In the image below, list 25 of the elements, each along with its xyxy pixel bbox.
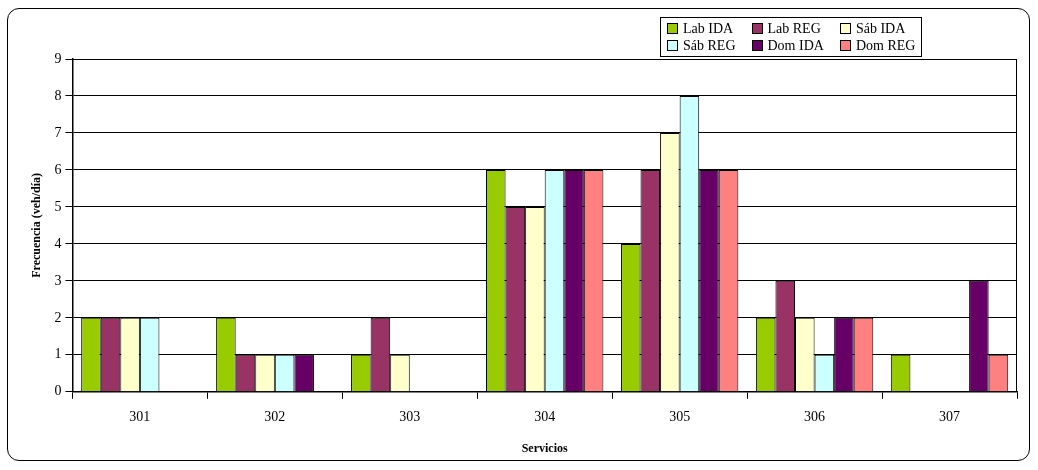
legend-label: Dom REG <box>855 37 916 54</box>
legend-label: Dom IDA <box>767 37 824 54</box>
y-tick-label: 8 <box>54 87 62 103</box>
legend-label: Sáb REG <box>683 37 736 54</box>
y-tick-label: 2 <box>54 309 62 325</box>
y-tick-label: 6 <box>54 161 62 177</box>
x-axis-title: Servicios <box>521 440 569 455</box>
y-tick-label: 0 <box>54 383 62 399</box>
x-tick-label: 304 <box>534 408 556 424</box>
x-tick-label: 303 <box>399 408 421 424</box>
x-tick-label: 302 <box>264 408 286 424</box>
x-tick-label: 301 <box>129 408 151 424</box>
x-tick-label: 306 <box>804 408 826 424</box>
y-tick-label: 3 <box>54 272 62 288</box>
x-tick-label: 305 <box>669 408 691 424</box>
y-axis-title: Frecuencia (veh/día) <box>29 173 44 278</box>
legend-label: Lab REG <box>767 20 821 37</box>
y-tick-label: 1 <box>54 346 62 362</box>
y-tick-label: 4 <box>54 235 62 251</box>
x-tick-label: 307 <box>939 408 961 424</box>
legend-label: Sáb IDA <box>855 20 906 37</box>
y-tick-label: 5 <box>54 198 62 214</box>
y-tick-label: 9 <box>54 50 62 66</box>
y-tick-label: 7 <box>54 124 62 140</box>
legend-label: Lab IDA <box>683 20 734 37</box>
